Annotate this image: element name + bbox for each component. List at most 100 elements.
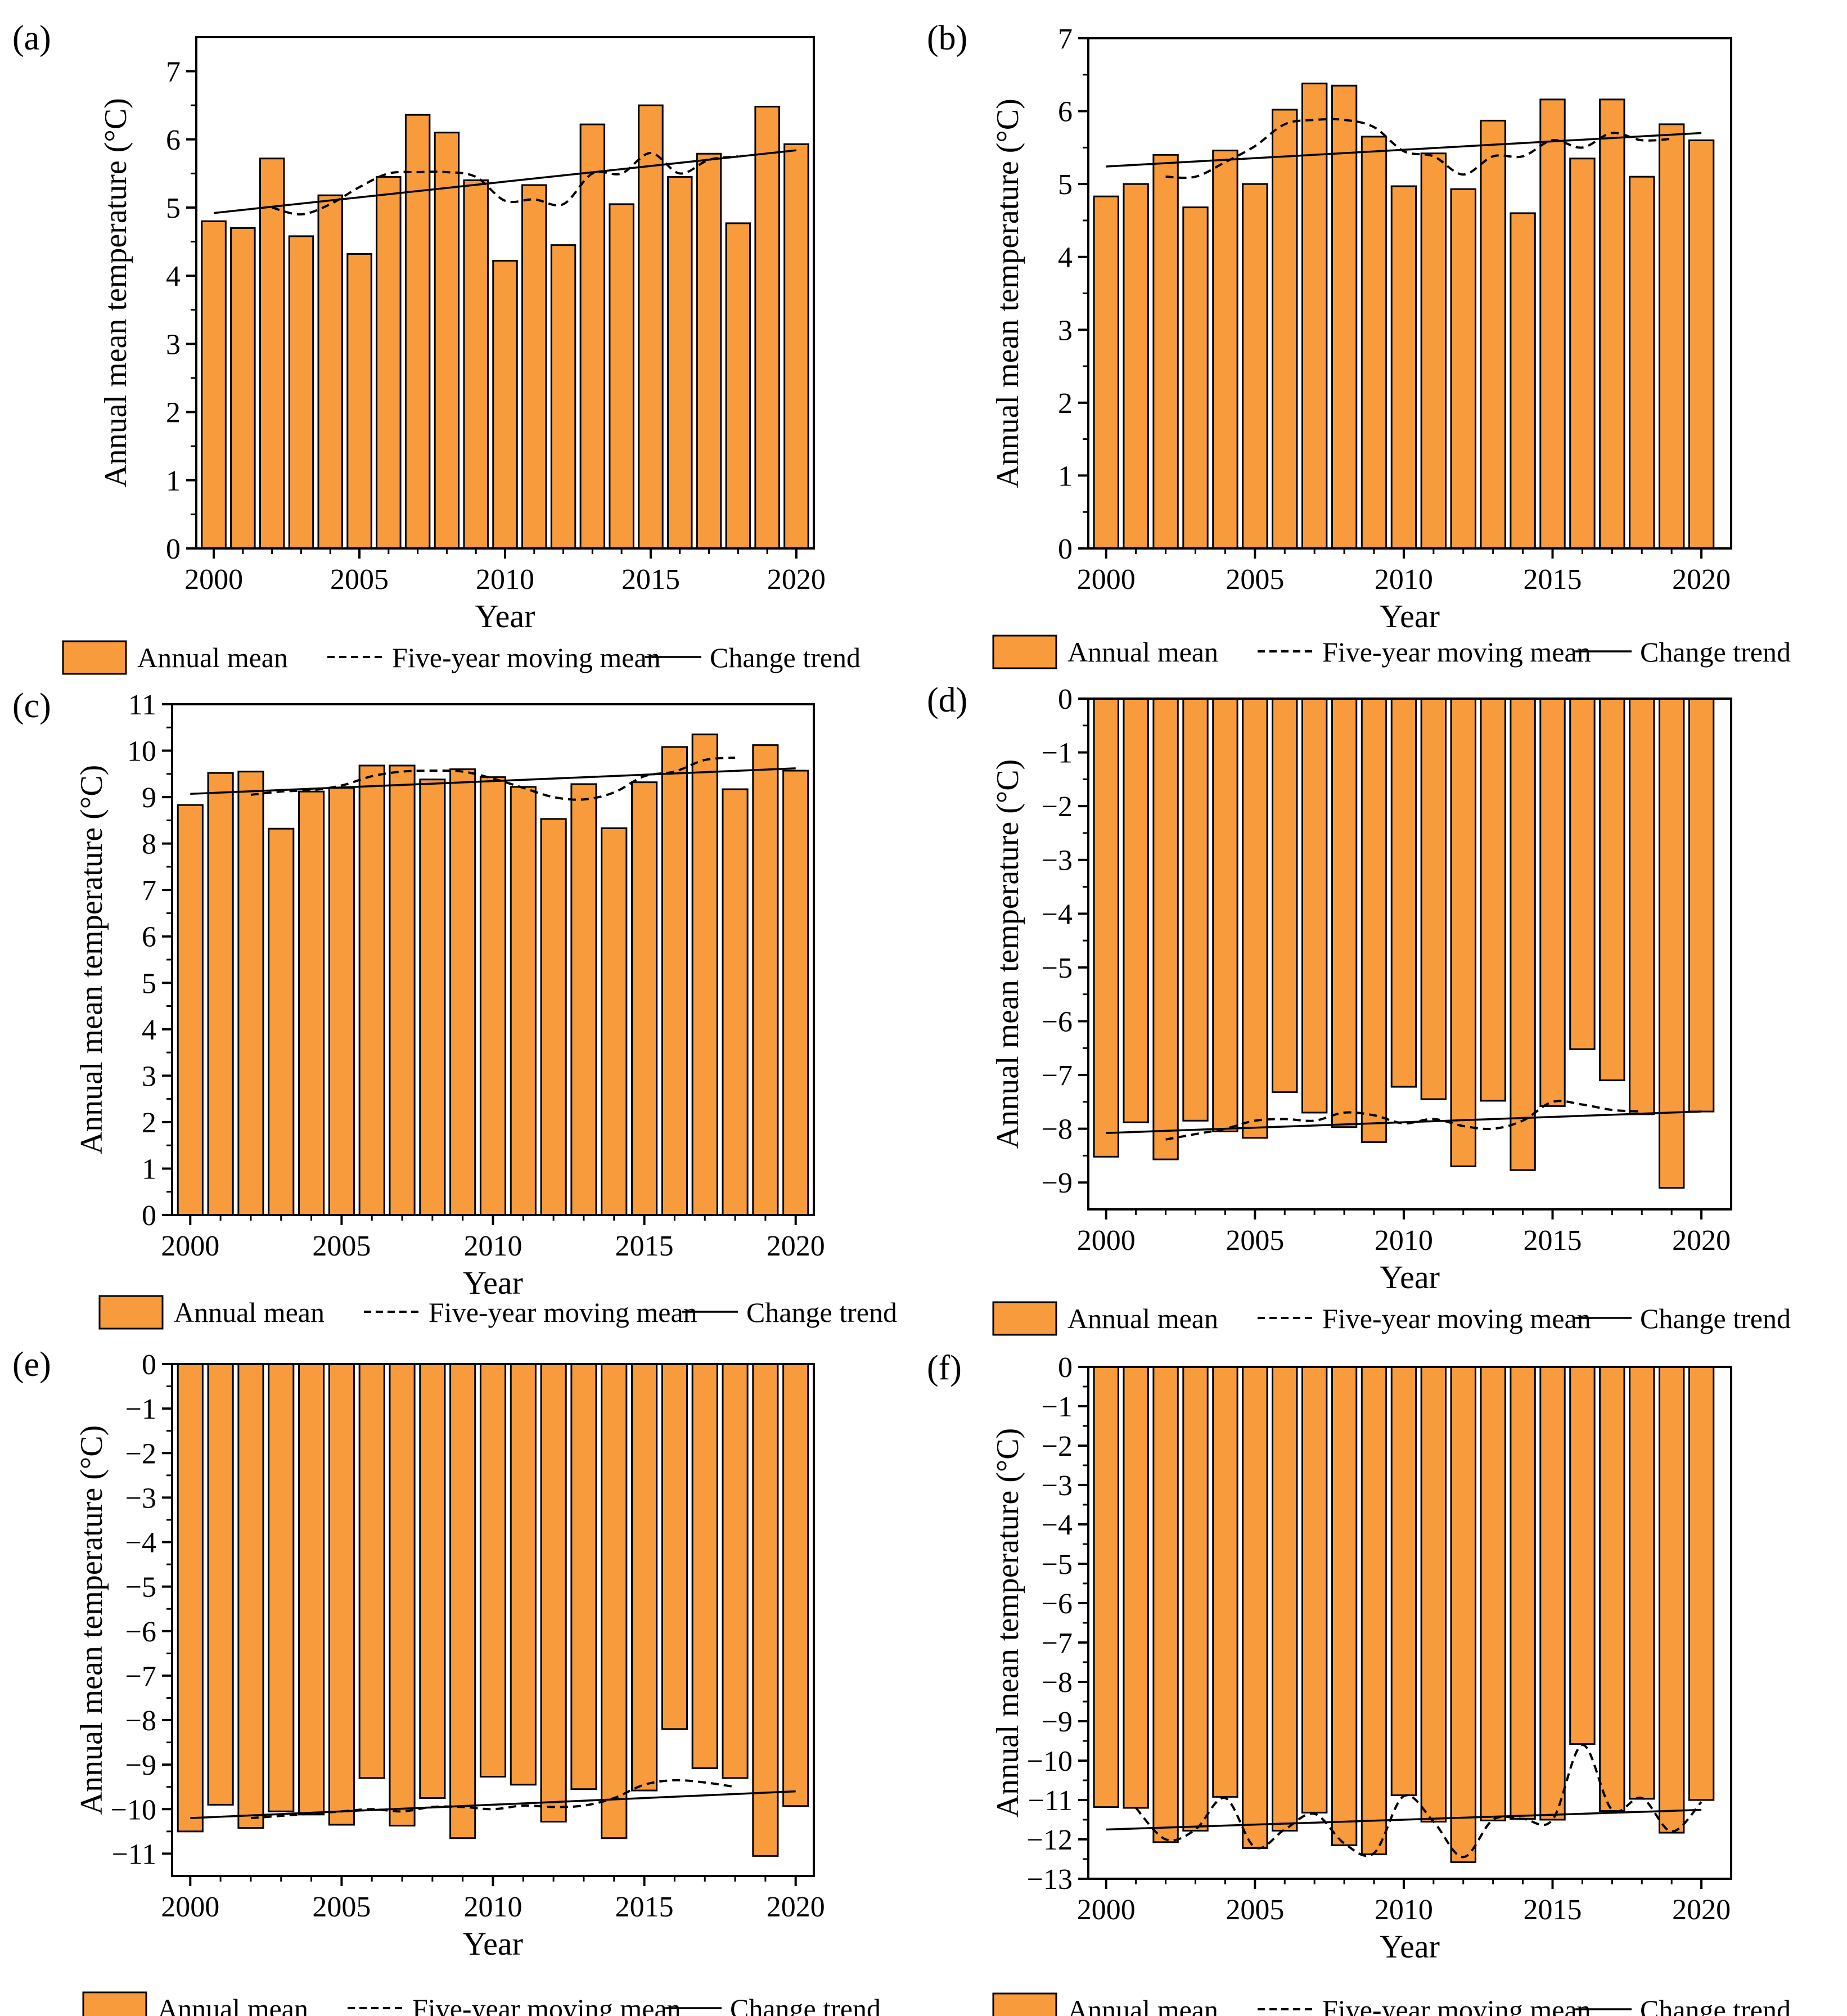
bar-2010 [1390,185,1417,550]
y-axis-label: Annual mean temperature (°C) [990,1428,1025,1818]
y-tick-label: −2 [1042,1430,1073,1462]
y-tick-label: 5 [142,968,156,1000]
bar-2002 [1152,154,1179,550]
y-tick-label: −9 [125,1749,156,1781]
bar-2009 [449,768,476,1216]
x-tick-label: 2005 [1226,1225,1284,1257]
bar-2006 [358,764,385,1216]
bar-2013 [1480,1366,1506,1821]
bar-2017 [691,1363,718,1770]
legend-bar-label: Annual mean [1067,636,1218,668]
x-tick-label: 2010 [476,564,534,596]
bar-2001 [1123,183,1149,550]
y-tick-label: 9 [142,782,156,814]
bar-2004 [298,1363,325,1816]
x-tick-label: 2000 [161,1230,219,1262]
y-tick-label: −3 [1042,1470,1073,1502]
y-tick-label: 1 [166,465,181,497]
y-tick-label: 4 [1058,242,1073,274]
bar-2012 [540,818,567,1216]
legend-bar-swatch [62,640,127,675]
legend-moving-label: Five-year moving mean [392,642,661,673]
bar-2010 [479,776,507,1216]
bar-2013 [579,123,606,550]
y-tick-label: 0 [1058,533,1073,565]
legend: Annual mean Five-year moving mean Change t… [992,634,1791,669]
bar-2002 [1152,698,1179,1160]
y-tick-label: −3 [1042,845,1073,877]
y-tick-label: 2 [142,1107,156,1139]
y-tick-label: 5 [166,192,181,224]
y-tick-label: −1 [1042,1391,1073,1423]
bar-2005 [1242,1366,1268,1849]
y-tick-label: −2 [125,1438,156,1470]
y-tick-label: 6 [1058,96,1073,128]
legend-bar-swatch [992,634,1057,669]
bar-2018 [722,1363,749,1779]
y-tick-label: −10 [111,1794,156,1826]
bar-2009 [449,1363,476,1839]
moving-mean-line [272,152,738,216]
x-tick-label: 2005 [312,1891,371,1923]
bar-2016 [1569,158,1596,550]
bar-2020 [1688,1366,1715,1801]
legend-trend-label: Change trend [1640,636,1791,668]
y-tick-label: −12 [1027,1824,1073,1856]
bar-2017 [691,734,718,1216]
trend-line [190,767,796,795]
x-tick-label: 2005 [1226,564,1284,596]
x-tick-label: 2000 [1077,1894,1136,1926]
y-tick-label: 3 [142,1060,156,1092]
bar-2003 [1182,698,1209,1122]
bar-2011 [1420,698,1447,1100]
bar-2019 [1658,123,1685,550]
bar-2000 [1093,195,1119,550]
bar-2018 [1629,698,1655,1115]
y-tick-label: −6 [1042,1588,1073,1620]
y-tick-label: 10 [127,736,156,768]
y-tick-label: −7 [1042,1060,1073,1092]
bar-2007 [389,1363,416,1827]
bar-2019 [1658,1366,1685,1834]
x-axis-label: Year [1380,1259,1440,1295]
bar-2016 [1569,1366,1596,1745]
bar-2007 [1301,1366,1328,1814]
y-tick-label: −11 [112,1838,156,1870]
legend-bar-swatch [992,1301,1057,1336]
y-axis-label: Annual mean temperature (°C) [990,98,1025,488]
bar-2007 [1301,82,1328,550]
bar-2019 [1658,698,1685,1189]
bar-2005 [1242,698,1268,1139]
y-tick-label: 5 [1058,169,1073,201]
bar-2003 [288,235,314,550]
legend-bar-label: Annual mean [137,642,288,673]
bar-2009 [463,179,489,550]
bar-2009 [1361,136,1387,550]
y-axis-label: Annual mean temperature (°C) [74,1425,109,1815]
bar-2019 [752,744,779,1216]
x-tick-label: 2000 [161,1891,219,1923]
y-tick-label: 8 [142,829,156,861]
bar-2013 [1480,119,1506,550]
x-axis-label: Year [463,1264,523,1301]
x-tick-label: 2015 [1524,1225,1582,1257]
panel-label: (b) [927,19,967,57]
legend-trend-label: Change trend [730,1993,881,2016]
bar-2001 [207,772,234,1216]
bar-2012 [540,1363,567,1822]
y-tick-label: 3 [1058,314,1073,346]
x-tick-label: 2005 [312,1230,371,1262]
legend-bar-swatch [992,1992,1057,2016]
bar-2004 [317,194,343,550]
legend-moving-label: Five-year moving mean [412,1993,681,2016]
bar-2011 [521,184,547,550]
panel-label: (c) [12,687,51,725]
bar-2016 [661,1363,688,1730]
bar-2006 [1272,1366,1298,1832]
bar-2004 [1212,150,1238,550]
y-tick-label: 0 [142,1349,156,1381]
y-tick-label: 6 [166,124,181,156]
bar-2004 [1212,1366,1238,1798]
